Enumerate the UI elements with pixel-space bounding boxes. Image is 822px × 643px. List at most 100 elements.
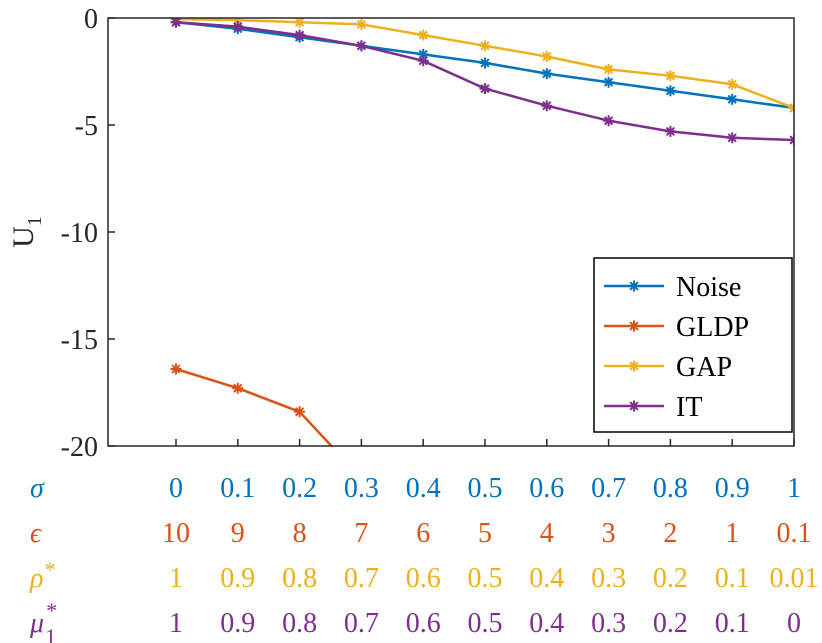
data-point-noise bbox=[479, 57, 491, 69]
param-value-label: 0.4 bbox=[529, 608, 564, 639]
param-value-label: 0.1 bbox=[715, 563, 750, 594]
data-point-gap bbox=[479, 40, 491, 52]
legend-label: GAP bbox=[676, 352, 732, 383]
y-tick-label: -10 bbox=[61, 218, 98, 249]
param-row: ϵ 10 9 8 7 6 5 4 3 2 1 0.1 bbox=[30, 518, 812, 549]
data-point-noise bbox=[726, 93, 738, 105]
param-value-label: 0.5 bbox=[468, 473, 503, 504]
y-axis-label-main: U bbox=[7, 226, 40, 248]
param-value-label: 0.8 bbox=[653, 473, 688, 504]
param-value-label: 3 bbox=[602, 518, 616, 549]
data-point-noise bbox=[541, 68, 553, 80]
axis-layer: 0 -5 -10 -15 -20 bbox=[61, 4, 795, 463]
y-tick-label: -20 bbox=[61, 432, 98, 463]
data-point-it bbox=[294, 29, 306, 41]
param-row: ρ* 1 0.9 0.8 0.7 0.6 0.5 0.4 0.3 0.2 0.1 0.01 bbox=[29, 557, 819, 594]
param-row: σ 0 0.1 0.2 0.3 0.4 0.5 0.6 0.7 0.8 0.9 1 bbox=[30, 473, 801, 504]
data-point-gap bbox=[417, 29, 429, 41]
data-point-gap bbox=[603, 63, 615, 75]
legend: Noise GLDP GAP IT bbox=[593, 257, 793, 433]
y-axis-label-subscript: 1 bbox=[24, 216, 46, 226]
data-point-gap bbox=[541, 51, 553, 63]
y-tick-label: 0 bbox=[84, 4, 98, 35]
param-value-label: 0.6 bbox=[529, 473, 564, 504]
data-point-gap bbox=[355, 18, 367, 30]
legend-label: IT bbox=[676, 392, 702, 423]
param-value-label: 10 bbox=[162, 518, 190, 549]
param-value-label: 8 bbox=[293, 518, 307, 549]
param-value-label: 0.01 bbox=[770, 563, 819, 594]
data-point-it bbox=[664, 125, 676, 137]
data-point-gap bbox=[232, 18, 244, 26]
data-point-gldp bbox=[294, 406, 306, 418]
param-value-label: 0.2 bbox=[653, 608, 688, 639]
param-value-label: 0.8 bbox=[282, 563, 317, 594]
param-row-symbol: μ* 1 bbox=[29, 598, 57, 643]
param-value-label: 0.9 bbox=[715, 473, 750, 504]
param-value-label: 0.6 bbox=[406, 608, 441, 639]
param-row-symbol: σ bbox=[30, 473, 45, 504]
param-row-symbol: ρ* bbox=[29, 557, 55, 594]
legend-entry-gap: GAP bbox=[604, 352, 732, 383]
param-value-label: 0.5 bbox=[468, 608, 503, 639]
param-value-label: 0.8 bbox=[282, 608, 317, 639]
data-point-it bbox=[232, 21, 244, 33]
param-value-label: 0.3 bbox=[344, 473, 379, 504]
data-point-it bbox=[479, 83, 491, 95]
data-point-noise bbox=[603, 76, 615, 88]
param-value-label: 2 bbox=[663, 518, 677, 549]
series-gldp bbox=[170, 363, 334, 446]
param-value-label: 6 bbox=[416, 518, 430, 549]
legend-entry-it: IT bbox=[604, 392, 702, 423]
data-point-it bbox=[170, 18, 182, 28]
param-value-label: 0.1 bbox=[777, 518, 812, 549]
legend-entry-gldp: GLDP bbox=[604, 312, 749, 343]
param-value-label: 0.4 bbox=[529, 563, 564, 594]
param-value-label: 1 bbox=[725, 518, 739, 549]
legend-entry-noise: Noise bbox=[604, 272, 741, 303]
param-value-label: 0 bbox=[787, 608, 801, 639]
series-it bbox=[170, 18, 794, 146]
y-tick-label: -5 bbox=[75, 111, 98, 142]
data-point-it bbox=[603, 115, 615, 127]
data-point-gap bbox=[294, 18, 306, 28]
series-layer bbox=[170, 18, 794, 446]
param-value-label: 0.3 bbox=[591, 563, 626, 594]
legend-label: GLDP bbox=[676, 312, 749, 343]
data-point-noise bbox=[417, 48, 429, 60]
param-value-label: 0.3 bbox=[591, 608, 626, 639]
data-point-it bbox=[541, 100, 553, 112]
param-value-label: 4 bbox=[540, 518, 554, 549]
param-row-symbol: ϵ bbox=[30, 518, 43, 549]
param-value-label: 0.6 bbox=[406, 563, 441, 594]
param-row: μ* 1 1 0.9 0.8 0.7 0.6 0.5 0.4 0.3 0.2 0.1 0 bbox=[29, 598, 801, 643]
series-line-gldp bbox=[175, 367, 334, 446]
param-value-label: 7 bbox=[354, 518, 368, 549]
data-point-gldp bbox=[232, 382, 244, 394]
data-point-noise bbox=[664, 85, 676, 97]
param-value-label: 1 bbox=[169, 608, 183, 639]
param-value-label: 0 bbox=[169, 473, 183, 504]
param-value-label: 1 bbox=[787, 473, 801, 504]
param-value-label: 0.2 bbox=[282, 473, 317, 504]
param-value-label: 0.7 bbox=[344, 563, 379, 594]
legend-marker bbox=[628, 320, 640, 332]
param-value-label: 0.1 bbox=[220, 473, 255, 504]
data-point-gap bbox=[664, 70, 676, 82]
param-value-label: 0.9 bbox=[220, 608, 255, 639]
y-axis-label: U1 bbox=[7, 216, 46, 248]
parameter-rows: σ 0 0.1 0.2 0.3 0.4 0.5 0.6 0.7 0.8 0.9 1ϵ 10 9 8 7 6 5 4 3… bbox=[29, 473, 819, 643]
y-tick-label: -15 bbox=[61, 325, 98, 356]
param-value-label: 0.7 bbox=[591, 473, 626, 504]
param-value-label: 0.2 bbox=[653, 563, 688, 594]
param-value-label: 0.7 bbox=[344, 608, 379, 639]
data-point-it bbox=[417, 55, 429, 67]
data-point-gap bbox=[726, 78, 738, 90]
legend-marker bbox=[628, 280, 640, 292]
legend-marker bbox=[628, 400, 640, 412]
data-point-it bbox=[726, 132, 738, 144]
data-point-gldp bbox=[170, 363, 182, 375]
param-value-label: 0.1 bbox=[715, 608, 750, 639]
param-value-label: 5 bbox=[478, 518, 492, 549]
